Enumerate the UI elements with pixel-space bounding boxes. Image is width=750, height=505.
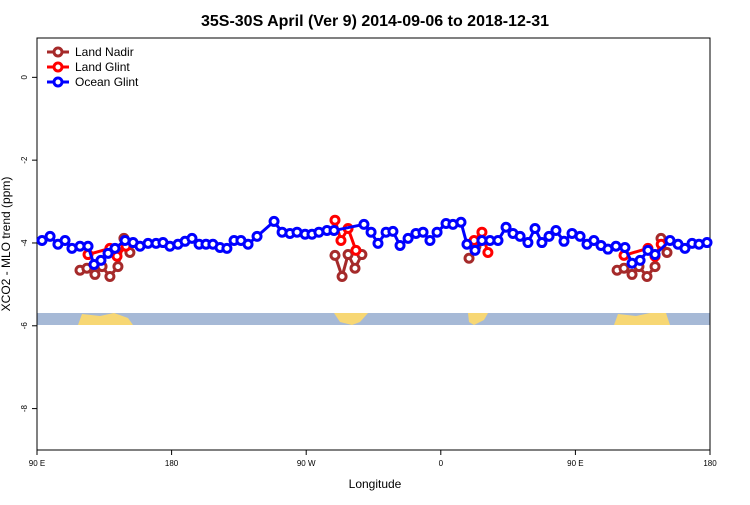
data-point (634, 254, 646, 266)
data-point (482, 246, 494, 258)
data-point (372, 237, 384, 249)
data-point (536, 237, 548, 249)
y-tick-label: 0 (20, 75, 29, 80)
data-point (463, 252, 475, 264)
data-point (335, 234, 347, 246)
data-point (59, 234, 71, 246)
y-axis-label: XCO2 - MLO trend (ppm) (0, 177, 13, 312)
y-tick-label: -6 (20, 322, 29, 330)
land-blob (614, 313, 670, 325)
data-point (329, 249, 341, 261)
land-map (37, 313, 710, 325)
land-blob (334, 313, 368, 325)
chart-title: 35S-30S April (Ver 9) 2014-09-06 to 2018… (201, 13, 549, 30)
data-point (500, 221, 512, 233)
data-point (89, 268, 101, 280)
x-tick-label: 90 E (29, 459, 45, 468)
data-point (649, 261, 661, 273)
data-point (221, 242, 233, 254)
data-point (522, 237, 534, 249)
data-point (350, 244, 362, 256)
data-point (588, 234, 600, 246)
data-point (431, 226, 443, 238)
y-tick-label: -2 (20, 156, 29, 164)
data-point (701, 237, 713, 249)
data-point (455, 216, 467, 228)
legend-marker (52, 76, 64, 88)
legend-label: Ocean Glint (75, 75, 139, 89)
data-point (349, 262, 361, 274)
data-point (626, 268, 638, 280)
data-point (104, 271, 116, 283)
data-point (342, 249, 354, 261)
land-blob (468, 313, 488, 325)
data-point (610, 240, 622, 252)
x-tick-label: 90 E (567, 459, 583, 468)
data-point (641, 271, 653, 283)
x-tick-label: 90 W (297, 459, 316, 468)
legend-label: Land Nadir (75, 45, 134, 59)
x-tick-label: 180 (703, 459, 717, 468)
data-point (543, 230, 555, 242)
data-point (529, 222, 541, 234)
data-point (268, 215, 280, 227)
legend-marker (52, 61, 64, 73)
data-point (649, 249, 661, 261)
data-point (186, 232, 198, 244)
data-point (112, 261, 124, 273)
data-point (402, 232, 414, 244)
data-point (679, 242, 691, 254)
land-blob (78, 313, 133, 325)
data-point (95, 254, 107, 266)
data-point (82, 240, 94, 252)
data-point (251, 230, 263, 242)
data-point (102, 247, 114, 259)
data-point (387, 225, 399, 237)
series (36, 215, 713, 270)
data-point (417, 226, 429, 238)
data-point (424, 234, 436, 246)
data-point (574, 230, 586, 242)
legend-marker (52, 46, 64, 58)
legend-label: Land Glint (75, 60, 130, 74)
data-point (514, 230, 526, 242)
data-point (336, 271, 348, 283)
data-point (44, 230, 56, 242)
data-point (661, 246, 673, 258)
data-point (358, 218, 370, 230)
data-point (394, 239, 406, 251)
y-tick-label: -4 (20, 239, 29, 247)
data-point (492, 234, 504, 246)
data-point (36, 234, 48, 246)
data-point (469, 244, 481, 256)
data-point (461, 238, 473, 250)
x-axis-label: Longitude (349, 477, 402, 491)
y-tick-label: -8 (20, 404, 29, 412)
data-point (328, 225, 340, 237)
data-point (550, 225, 562, 237)
data-point (242, 238, 254, 250)
data-point (618, 262, 630, 274)
x-tick-label: 0 (439, 459, 444, 468)
data-point (365, 226, 377, 238)
data-point (109, 242, 121, 254)
data-point (329, 214, 341, 226)
data-point (558, 235, 570, 247)
data-point (619, 242, 631, 254)
ocean-strip (37, 313, 710, 325)
x-tick-label: 180 (165, 459, 179, 468)
